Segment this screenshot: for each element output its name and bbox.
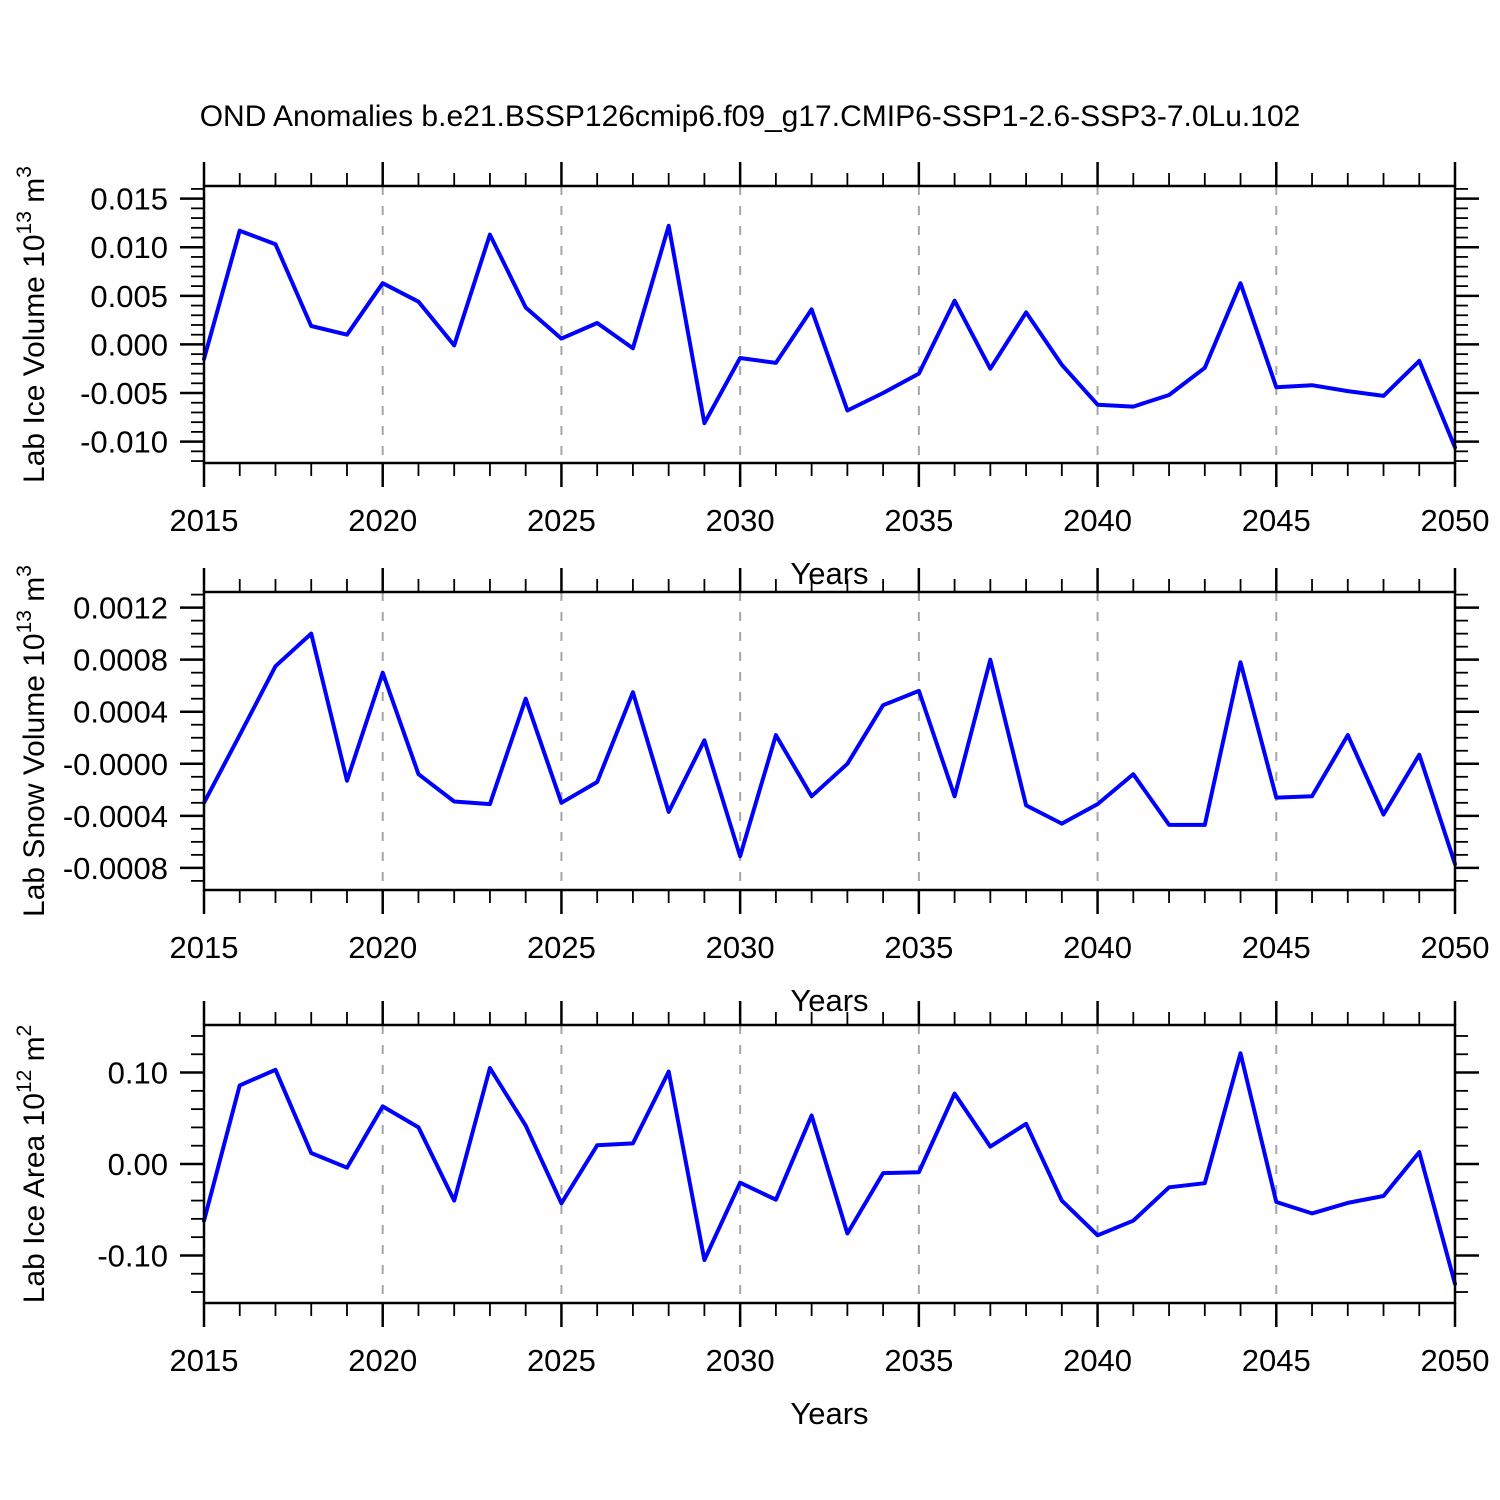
x-tick-label-2020: 2020: [348, 1343, 417, 1378]
y-tick-label-0.0012: 0.0012: [73, 591, 168, 626]
y-tick-label-0.0004: 0.0004: [73, 695, 168, 730]
x-tick-label-2040: 2040: [1063, 503, 1132, 538]
x-tick-label-2035: 2035: [884, 503, 953, 538]
x-tick-labels: 2015 2020 2025 2030 2035 2040 2045 2050: [170, 930, 1490, 965]
series-line-lab-snow-volume: [202, 631, 1457, 866]
y-tick-label-0.010: 0.010: [90, 230, 168, 265]
x-tick-label-2045: 2045: [1242, 930, 1311, 965]
x-tick-labels: 2015 2020 2025 2030 2035 2040 2045 2050: [170, 1343, 1490, 1378]
y-tick-label--0.010: -0.010: [80, 425, 168, 460]
y-ticks: 0.10 0.00 -0.10: [97, 1035, 1479, 1293]
y-axis-label-text: m: [18, 577, 51, 610]
y-tick-label-0.000: 0.000: [90, 327, 168, 362]
x-ticks: [202, 1001, 1457, 1327]
x-tick-label-2050: 2050: [1421, 503, 1490, 538]
x-axis-label-years: Years: [790, 983, 868, 1018]
y-axis-label-text: Lab Ice Area 10: [18, 1093, 51, 1303]
x-axis-label-years: Years: [790, 556, 868, 591]
x-tick-label-2015: 2015: [170, 503, 239, 538]
x-tick-label-2040: 2040: [1063, 930, 1132, 965]
x-tick-label-2015: 2015: [170, 930, 239, 965]
y-tick-label-0.005: 0.005: [90, 279, 168, 314]
y-tick-label-0.015: 0.015: [90, 182, 168, 217]
x-tick-label-2025: 2025: [527, 1343, 596, 1378]
x-tick-label-2045: 2045: [1242, 503, 1311, 538]
x-tick-label-2015: 2015: [170, 1343, 239, 1378]
y-tick-label-0.00: 0.00: [108, 1147, 168, 1182]
x-tick-label-2045: 2045: [1242, 1343, 1311, 1378]
series-line-lab-ice-area: [202, 1051, 1457, 1286]
x-gridlines: [381, 592, 1278, 890]
y-tick-label--0.0004: -0.0004: [63, 799, 168, 834]
y-axis-label-superscript: 3: [13, 166, 36, 178]
x-tick-labels: 2015 2020 2025 2030 2035 2040 2045 2050: [170, 503, 1490, 538]
plot-box: [202, 590, 1457, 892]
x-tick-label-2030: 2030: [706, 503, 775, 538]
x-gridlines: [381, 1025, 1278, 1303]
y-axis-label-superscript: 13: [13, 211, 36, 234]
x-ticks: [202, 568, 1457, 914]
y-tick-label-0.0008: 0.0008: [73, 643, 168, 678]
x-tick-label-2030: 2030: [706, 1343, 775, 1378]
x-gridlines: [381, 186, 1278, 463]
y-axis-label-lab-ice-area: Lab Ice Area 1012 m2: [13, 1025, 51, 1304]
x-tick-label-2020: 2020: [348, 930, 417, 965]
y-axis-label-superscript: 2: [13, 1025, 36, 1037]
y-ticks: 0.015 0.010 0.005 0.000 -0.005 -0.010: [80, 182, 1479, 462]
plot-box: [202, 184, 1457, 465]
panel-lab-ice-volume: 2015 2020 2025 2030 2035 2040 2045 20500.0150.0…: [13, 162, 1489, 591]
x-tick-label-2040: 2040: [1063, 1343, 1132, 1378]
y-tick-label--0.0000: -0.0000: [63, 747, 168, 782]
y-axis-label-text: Lab Ice Volume 10: [18, 234, 51, 483]
x-axis-label-years: Years: [790, 1396, 868, 1431]
panel-lab-snow-volume: 2015 2020 2025 2030 2035 2040 2045 20500.00120.…: [13, 565, 1489, 1018]
y-tick-label--0.10: -0.10: [97, 1238, 168, 1273]
x-tick-label-2050: 2050: [1421, 930, 1490, 965]
series-line-lab-ice-volume: [202, 223, 1457, 450]
x-tick-label-2020: 2020: [348, 503, 417, 538]
x-tick-label-2025: 2025: [527, 930, 596, 965]
y-ticks: 0.0012 0.0008 0.0004 -0.0000 -0.0004 -0.0008: [63, 591, 1479, 886]
y-axis-label-superscript: 3: [13, 565, 36, 577]
y-tick-label-0.10: 0.10: [108, 1056, 168, 1091]
y-axis-label-text: m: [18, 1036, 51, 1069]
y-axis-label-text: m: [18, 178, 51, 211]
y-axis-label-superscript: 12: [13, 1070, 36, 1093]
x-tick-label-2030: 2030: [706, 930, 775, 965]
x-tick-label-2035: 2035: [884, 1343, 953, 1378]
x-tick-label-2035: 2035: [884, 930, 953, 965]
y-tick-label--0.0008: -0.0008: [63, 851, 168, 886]
y-axis-label-lab-snow-volume: Lab Snow Volume 1013 m3: [13, 565, 51, 917]
panel-lab-ice-area: 2015 2020 2025 2030 2035 2040 2045 2050 0.10 0.00…: [13, 1001, 1489, 1431]
y-tick-label--0.005: -0.005: [80, 376, 168, 411]
x-tick-label-2050: 2050: [1421, 1343, 1490, 1378]
y-axis-label-superscript: 13: [13, 610, 36, 633]
figure-title: OND Anomalies b.e21.BSSP126cmip6.f09_g17…: [199, 100, 1301, 133]
y-axis-label-text: Lab Snow Volume 10: [18, 633, 51, 917]
x-ticks: [202, 162, 1457, 487]
x-tick-label-2025: 2025: [527, 503, 596, 538]
y-axis-label-lab-ice-volume: Lab Ice Volume 1013 m3: [13, 166, 51, 483]
